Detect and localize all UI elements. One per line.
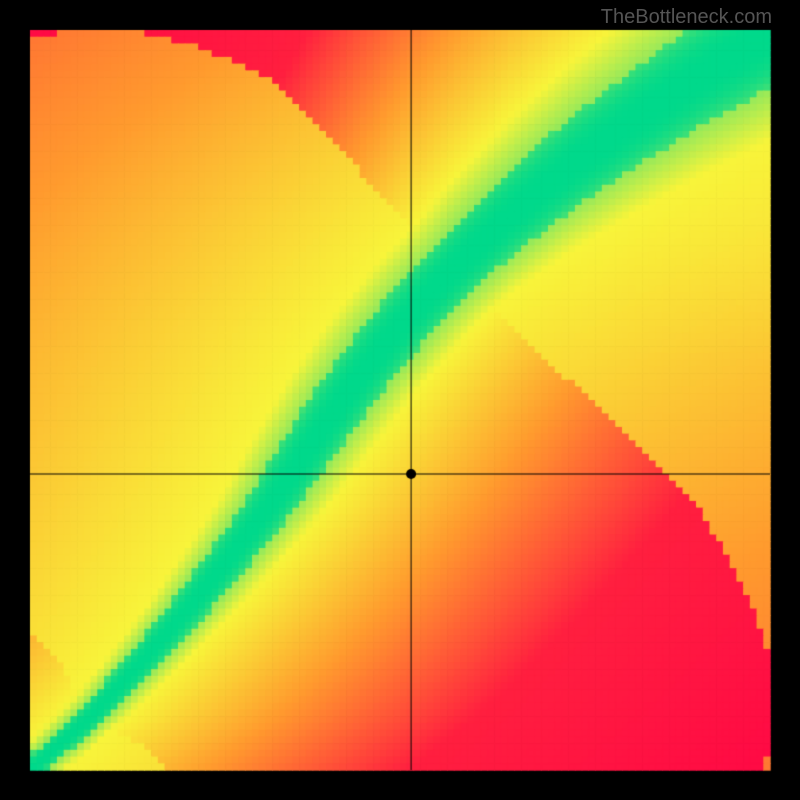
bottleneck-heatmap	[0, 0, 800, 800]
watermark-text: TheBottleneck.com	[601, 6, 772, 29]
